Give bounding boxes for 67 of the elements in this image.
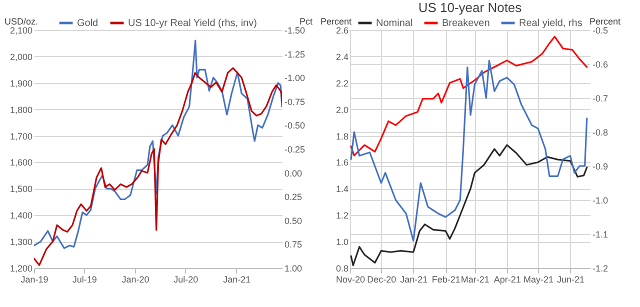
y2-tick-label: -1.25 xyxy=(284,49,306,60)
legend-label: Nominal xyxy=(376,18,413,29)
line-series xyxy=(350,36,588,156)
legend-label: US 10-yr Real Yield (rhs, inv) xyxy=(128,18,257,29)
y-tick-label: 1,400 xyxy=(10,210,32,221)
y2-tick-label: 1.00 xyxy=(284,264,302,274)
x-tick-label: Jan-21 xyxy=(400,274,428,284)
y-tick-label: 2.2 xyxy=(336,78,348,88)
y-axis-title: USD/oz. xyxy=(4,16,38,26)
line-series xyxy=(350,60,588,242)
x-tick-label: Jul-20 xyxy=(174,274,198,284)
y-axis-title: Percent xyxy=(320,16,352,26)
y-tick-label: 2,000 xyxy=(10,52,32,62)
y2-tick-label: -0.8 xyxy=(592,128,608,138)
y-tick-label: 1,600 xyxy=(10,158,32,168)
y-tick-label: 1,800 xyxy=(10,104,32,115)
y-tick-label: 2.4 xyxy=(336,52,348,62)
y2-tick-label: -0.7 xyxy=(592,94,608,104)
x-tick-label: May-21 xyxy=(524,274,554,284)
y-tick-label: 2.6 xyxy=(336,26,348,36)
y-tick-label: 1,900 xyxy=(10,78,32,88)
y2-axis-title: Pct xyxy=(299,16,313,26)
y-tick-label: 1.2 xyxy=(336,210,348,221)
line-series xyxy=(34,67,282,266)
x-tick-label: Jan-21 xyxy=(223,274,251,284)
x-tick-label: Jul-19 xyxy=(72,274,97,284)
legend-label: Breakeven xyxy=(442,18,490,29)
y2-tick-label: -1.1 xyxy=(592,230,608,240)
x-tick-label: Jan-19 xyxy=(20,274,48,284)
y2-tick-label: 0.25 xyxy=(284,192,302,202)
x-tick-label: Mar-21 xyxy=(460,274,490,284)
y-tick-label: 2.0 xyxy=(336,104,348,115)
y-tick-label: 1,200 xyxy=(10,264,32,274)
y-tick-label: 1.8 xyxy=(336,131,348,142)
y-tick-label: 1,500 xyxy=(10,184,32,194)
y-tick-label: 1,700 xyxy=(10,131,32,142)
y2-tick-label: -0.25 xyxy=(284,144,306,154)
y2-tick-label: -0.75 xyxy=(284,96,306,107)
x-tick-label: Jun-21 xyxy=(556,274,585,284)
y-tick-label: 1.0 xyxy=(336,237,348,248)
y2-tick-label: -0.6 xyxy=(592,60,608,70)
y-tick-label: 2,100 xyxy=(10,26,32,36)
y2-tick-label: -0.5 xyxy=(592,26,608,36)
y2-tick-label: -0.50 xyxy=(284,120,306,131)
y-tick-label: 1.4 xyxy=(336,184,348,194)
x-tick-label: Nov-20 xyxy=(336,274,366,284)
y2-axis-title: Percent xyxy=(589,16,621,26)
line-series xyxy=(350,144,588,266)
chart-title: US 10-year Notes xyxy=(418,0,522,15)
x-tick-label: Dec-20 xyxy=(367,274,396,284)
y2-tick-label: -1.50 xyxy=(284,26,306,36)
y2-tick-label: -1.2 xyxy=(592,264,608,274)
y2-tick-label: 0.50 xyxy=(284,216,302,226)
legend-label: Gold xyxy=(77,18,98,29)
y2-tick-label: -1.00 xyxy=(284,73,306,84)
line-series xyxy=(34,40,282,249)
x-tick-label: Feb-21 xyxy=(432,274,460,284)
x-tick-label: Jan-20 xyxy=(122,274,150,284)
y-tick-label: 1,300 xyxy=(10,237,32,248)
y-tick-label: 0.8 xyxy=(336,264,348,274)
y2-tick-label: -1.0 xyxy=(592,196,608,206)
x-tick-label: Apr-21 xyxy=(494,274,521,284)
legend-label: Real yield, rhs xyxy=(519,18,582,29)
y-tick-label: 1.6 xyxy=(336,158,348,168)
y2-tick-label: -0.9 xyxy=(592,162,608,172)
y2-tick-label: 0.75 xyxy=(284,240,302,250)
y2-tick-label: 0.00 xyxy=(284,168,302,178)
